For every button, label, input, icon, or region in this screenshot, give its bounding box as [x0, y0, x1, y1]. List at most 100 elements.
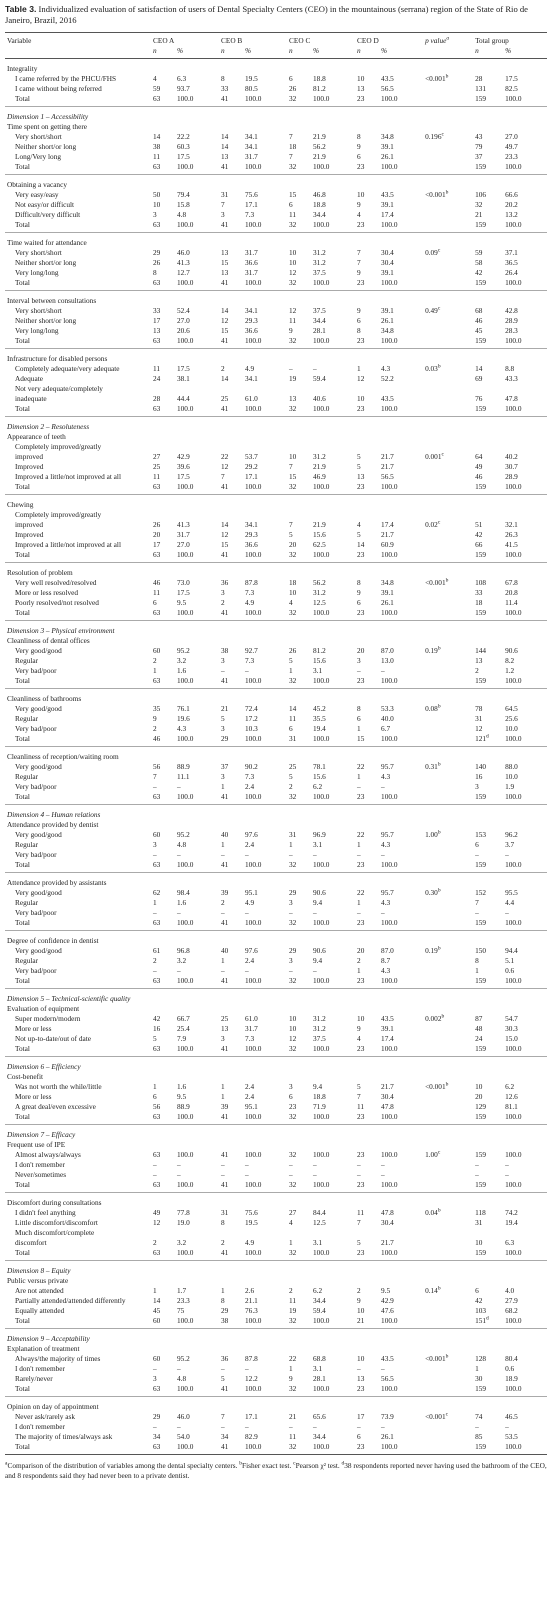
total-row: Total 63 100.0 41 100.0 32 100.0 23 100.0 159 100.… — [5, 1112, 547, 1125]
cell: 42.9 — [177, 452, 190, 461]
cell: 23 — [357, 918, 365, 927]
cell: 4.3 — [381, 898, 391, 907]
cell: 100.0 — [505, 1384, 522, 1393]
cell: 1 — [221, 840, 225, 849]
cell: 100.0 — [505, 734, 522, 743]
cell: 43.3 — [505, 374, 518, 383]
cell: 34.8 — [381, 132, 394, 141]
cell: 30.4 — [381, 1218, 394, 1227]
footnote-text: Fisher exact test. — [242, 1461, 292, 1470]
cell: 34.1 — [245, 306, 258, 315]
cell: 100.0 — [381, 1384, 398, 1393]
cell: 100.0 — [177, 976, 194, 985]
p-value — [423, 918, 473, 931]
row-label: Very bad/poor — [5, 850, 151, 860]
cell-text: 0.08 — [425, 704, 438, 713]
column-header: p valuea — [423, 32, 474, 46]
row-label: I came without being referred — [5, 84, 151, 94]
cell: 43.5 — [381, 74, 394, 83]
row-label: Completely adequate/very adequate — [5, 364, 151, 374]
cell: 159 — [475, 676, 487, 685]
cell: – — [245, 908, 249, 917]
cell: 1 — [221, 1286, 225, 1295]
cell: 3 — [153, 1374, 157, 1383]
cell: 100.0 — [505, 482, 522, 491]
row-label: Very long/long — [5, 326, 151, 336]
cell: – — [177, 908, 181, 917]
cell: 12.5 — [313, 598, 326, 607]
cell: 17 — [153, 316, 161, 325]
cell: 159 — [475, 550, 487, 559]
cell: 6.2 — [313, 1286, 323, 1295]
cell: 23 — [357, 550, 365, 559]
cell: 10 — [357, 74, 365, 83]
cell: 10 — [357, 190, 365, 199]
p-value — [423, 840, 473, 850]
cell: 159 — [475, 278, 487, 287]
variable-label: Interval between consultations — [7, 296, 97, 305]
variable-label: Degree of confidence in dentist — [7, 936, 99, 945]
cell: 32 — [289, 336, 297, 345]
cell: 23 — [357, 1044, 365, 1053]
cell: 23 — [357, 608, 365, 617]
cell: 21.9 — [313, 132, 326, 141]
row-label-text: Never ask/rarely ask — [15, 1412, 75, 1421]
variable-label: Cleanliness of bathrooms — [7, 694, 82, 703]
cell: 14 — [475, 364, 483, 373]
cell: 56 — [153, 1102, 161, 1111]
cell: 11 — [289, 1296, 297, 1305]
row-label-text: Very long/long — [15, 268, 59, 277]
cell: 21.7 — [381, 1082, 394, 1091]
row-label-text: Long/Very long — [15, 152, 62, 161]
note-mark: c — [441, 451, 444, 458]
row-label-text: Not very adequate/completely inadequate — [15, 384, 103, 403]
cell: 31 — [289, 830, 297, 839]
cell: 5 — [357, 462, 361, 471]
cell: 95.1 — [245, 888, 258, 897]
cell: 73.0 — [177, 578, 190, 587]
cell: 31 — [221, 1208, 229, 1217]
cell: 6.2 — [505, 1082, 515, 1091]
cell: 24 — [153, 374, 161, 383]
cell: 41 — [221, 482, 229, 491]
cell: 28.9 — [505, 316, 518, 325]
cell: 100.0 — [313, 1150, 330, 1159]
variable-label: Discomfort during consultations — [7, 1198, 102, 1207]
cell: 100.0 — [313, 278, 330, 287]
cell: 23 — [357, 336, 365, 345]
cell: – — [245, 850, 249, 859]
cell: 60 — [153, 830, 161, 839]
cell: 22 — [221, 452, 229, 461]
item-row: I don't remember – – – – – – – – – – — [5, 1160, 547, 1170]
cell: 13.2 — [505, 210, 518, 219]
cell-text: 0.02 — [425, 520, 438, 529]
p-value — [423, 268, 473, 278]
cell: 13 — [289, 394, 297, 403]
cell: – — [289, 850, 293, 859]
item-row: Not very adequate/completely inadequate 2… — [5, 384, 547, 404]
row-label-text: The majority of times/always ask — [15, 1432, 113, 1441]
cell: 13 — [221, 1024, 229, 1033]
cell: 100.0 — [177, 1384, 194, 1393]
row-label-text: Total — [15, 1316, 30, 1325]
row-label-text: Very bad/poor — [15, 908, 57, 917]
p-value — [423, 792, 473, 805]
row-label-text: Not up-to-date/out of date — [15, 1034, 91, 1043]
cell: 53.7 — [245, 452, 258, 461]
cell: 76.3 — [245, 1306, 258, 1315]
cell: 100.0 — [177, 608, 194, 617]
cell: 100.0 — [245, 1112, 262, 1121]
cell: 63 — [153, 220, 161, 229]
row-label: I came referred by the PHCU/FHS — [5, 74, 151, 84]
cell: 5 — [221, 1374, 225, 1383]
cell: 100.0 — [177, 550, 194, 559]
cell: 39.1 — [381, 1024, 394, 1033]
cell: 94.4 — [505, 946, 518, 955]
cell: – — [245, 666, 249, 675]
cell: – — [289, 966, 293, 975]
cell: 34 — [221, 1432, 229, 1441]
cell: 100.0 — [381, 1150, 398, 1159]
cell: 1 — [289, 1238, 293, 1247]
cell: 100.0 — [505, 1248, 522, 1257]
item-row: Are not attended 1 1.7 1 2.6 2 6.2 2 9.5 0.14b 6 4.… — [5, 1286, 547, 1296]
